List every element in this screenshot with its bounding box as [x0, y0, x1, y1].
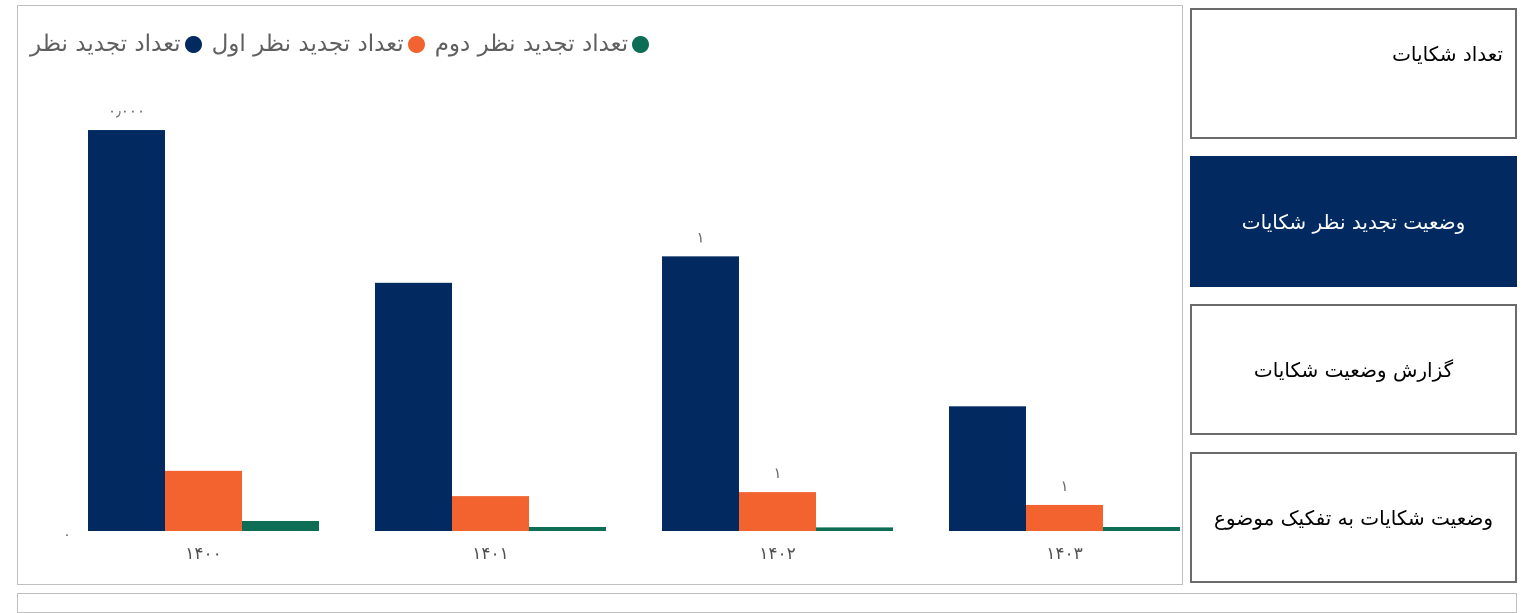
sidebar-item-complaints-status-report[interactable]: گزارش وضعیت شکایات — [1190, 304, 1517, 435]
bar-2-series-3 — [529, 527, 606, 531]
bar-3-series-2 — [739, 492, 816, 531]
x-tick-label-1: ۱۴۰۰ — [185, 544, 222, 564]
bar-2-series-1 — [375, 283, 452, 531]
bar-4-series-3 — [1103, 527, 1180, 531]
x-tick-label-3: ۱۴۰۲ — [759, 544, 796, 564]
data-label-4-series-2: ۱ — [1060, 477, 1068, 495]
bar-4-series-1 — [949, 406, 1026, 531]
data-label-1-series-1: ۰٫۰۰۰ — [108, 102, 145, 120]
x-tick-label-4: ۱۴۰۳ — [1046, 544, 1083, 564]
x-tick-label-2: ۱۴۰۱ — [472, 544, 509, 564]
sidebar-item-complaints-by-subject[interactable]: وضعیت شکایات به تفکیک موضوع — [1190, 452, 1517, 583]
bar-3-series-1 — [662, 256, 739, 531]
bar-4-series-2 — [1026, 505, 1103, 531]
data-label-3-series-2: ۱ — [773, 464, 781, 482]
bar-2-series-2 — [452, 496, 529, 531]
data-label-3-series-1: ۱ — [696, 228, 704, 246]
bar-1-series-3 — [242, 521, 319, 531]
bar-3-series-3 — [816, 527, 893, 531]
sidebar-item-appeal-status[interactable]: وضعیت تجدید نظر شکایات — [1190, 156, 1517, 287]
sidebar-item-complaints-count[interactable]: تعداد شکایات — [1190, 8, 1517, 139]
bar-chart: ۰٫۰۰۰ ۱۴۰۰ ۱۴۰۱ ۱ ۱ ۱۴۰۲ ۱ ۱۴۰۳ ۰ — [18, 6, 1182, 584]
y-tick-label-0: ۰ — [63, 527, 71, 543]
chart-panel: تعداد تجدید نظر تعداد تجدید نظر اول تعدا… — [17, 5, 1183, 585]
bar-1-series-2 — [165, 471, 242, 531]
bottom-panel — [17, 593, 1517, 613]
bar-1-series-1 — [88, 130, 165, 531]
